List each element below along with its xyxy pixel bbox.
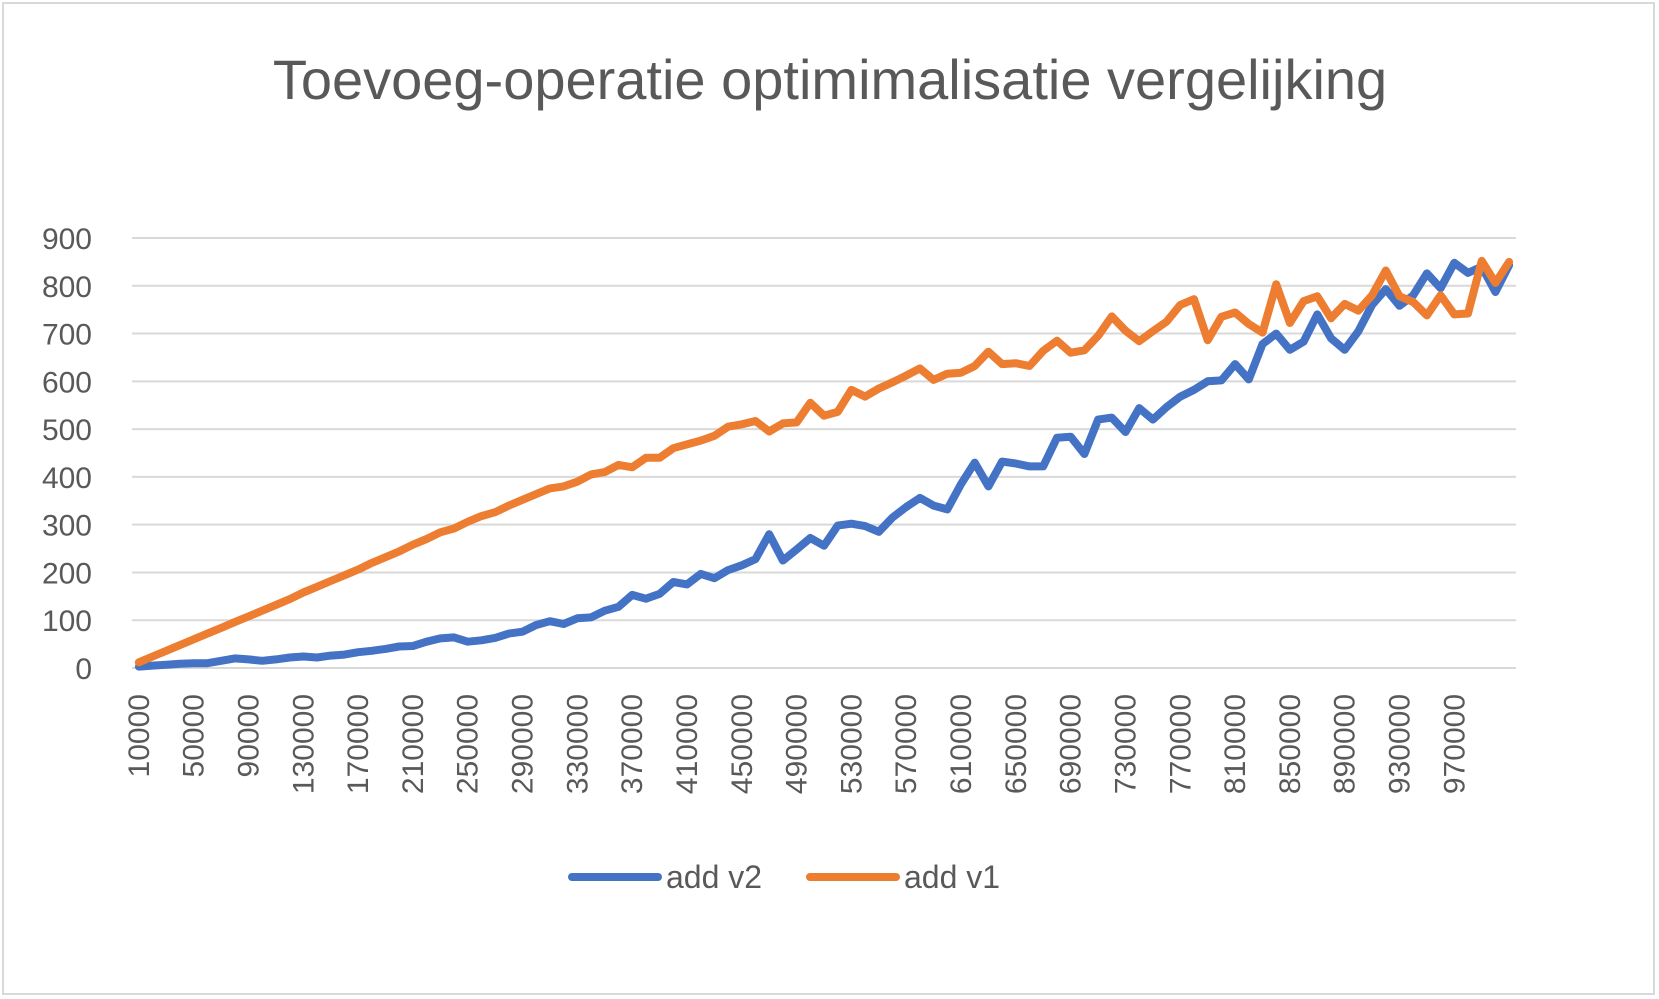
y-tick-label: 200 [42, 557, 92, 590]
legend: add v2 add v1 [568, 859, 1000, 895]
x-tick-label: 10000 [123, 694, 156, 777]
y-tick-label: 400 [42, 462, 92, 495]
series-line-add-v2 [134, 258, 1514, 671]
legend-label: add v1 [904, 859, 1000, 895]
y-axis: 0 100 200 300 400 500 600 700 800 900 [42, 223, 92, 686]
y-tick-label: 0 [75, 653, 92, 686]
x-tick-label: 810000 [1219, 694, 1252, 794]
x-tick-label: 850000 [1274, 694, 1307, 794]
x-tick-label: 290000 [507, 694, 540, 794]
y-tick-label: 300 [42, 510, 92, 543]
x-tick-label: 970000 [1438, 694, 1471, 794]
series-line-add-v1 [134, 256, 1514, 667]
series-lines [134, 256, 1514, 671]
x-tick-label: 650000 [1000, 694, 1033, 794]
x-tick-label: 170000 [342, 694, 375, 794]
x-tick-label: 890000 [1329, 694, 1362, 794]
x-tick-label: 50000 [178, 694, 211, 777]
x-tick-label: 490000 [781, 694, 814, 794]
x-tick-label: 930000 [1384, 694, 1417, 794]
x-tick-label: 610000 [945, 694, 978, 794]
x-tick-label: 370000 [616, 694, 649, 794]
x-tick-label: 90000 [232, 694, 265, 777]
y-tick-label: 900 [42, 223, 92, 256]
y-tick-label: 700 [42, 319, 92, 352]
x-tick-label: 410000 [671, 694, 704, 794]
y-tick-label: 800 [42, 271, 92, 304]
x-tick-label: 530000 [835, 694, 868, 794]
y-tick-label: 100 [42, 605, 92, 638]
y-tick-label: 500 [42, 414, 92, 447]
x-tick-label: 770000 [1164, 694, 1197, 794]
legend-label: add v2 [666, 859, 762, 895]
x-axis: 10000 50000 90000 130000 170000 210000 250000 2… [123, 694, 1471, 794]
x-tick-label: 250000 [452, 694, 485, 794]
chart-title: Toevoeg-operatie optimimalisatie vergeli… [273, 48, 1387, 111]
line-chart: Toevoeg-operatie optimimalisatie vergeli… [42, 48, 1516, 895]
x-tick-label: 730000 [1109, 694, 1142, 794]
x-tick-label: 330000 [561, 694, 594, 794]
x-tick-label: 450000 [726, 694, 759, 794]
x-tick-label: 130000 [287, 694, 320, 794]
x-tick-label: 570000 [890, 694, 923, 794]
x-tick-label: 690000 [1055, 694, 1088, 794]
y-tick-label: 600 [42, 366, 92, 399]
x-tick-label: 210000 [397, 694, 430, 794]
gridlines [132, 237, 1516, 669]
